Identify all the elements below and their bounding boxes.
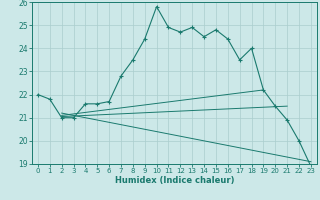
X-axis label: Humidex (Indice chaleur): Humidex (Indice chaleur): [115, 176, 234, 185]
